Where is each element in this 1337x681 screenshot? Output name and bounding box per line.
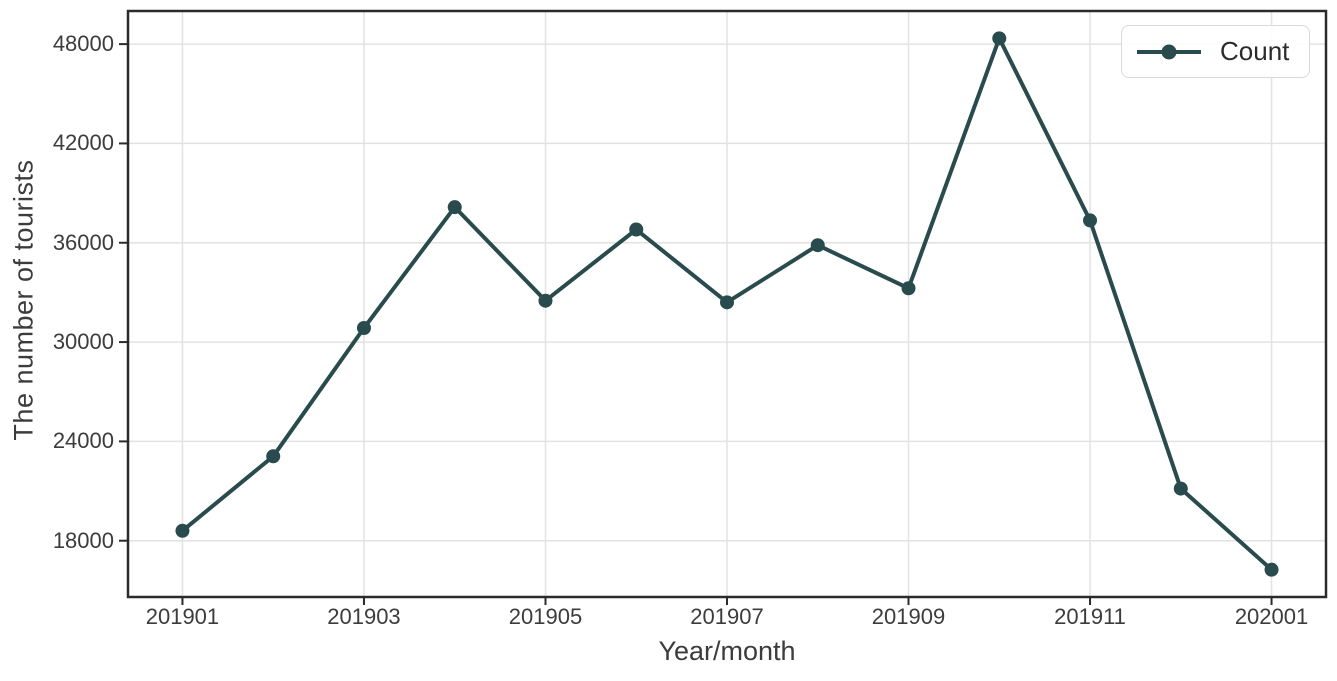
- y-tick-label: 42000: [52, 130, 114, 156]
- legend-line-marker-icon: [1137, 44, 1201, 59]
- data-point-marker: [1173, 481, 1188, 496]
- x-axis-title: Year/month: [658, 636, 796, 666]
- x-tick-label: 201909: [871, 604, 946, 629]
- y-tick-label: 30000: [52, 329, 114, 355]
- data-point-marker: [810, 238, 825, 253]
- data-point-marker: [356, 321, 371, 336]
- data-point-marker: [447, 200, 462, 215]
- data-point-marker: [1264, 562, 1279, 577]
- x-tick-label: 202001: [1234, 604, 1309, 629]
- plot-border: [126, 9, 1328, 599]
- data-point-marker: [901, 281, 916, 296]
- x-tick-label: 201905: [508, 604, 583, 629]
- data-point-marker: [1083, 213, 1098, 228]
- data-point-marker: [629, 222, 644, 237]
- data-point-marker: [720, 295, 734, 310]
- legend: Count: [1121, 25, 1310, 78]
- y-axis-title: The number of tourists: [8, 159, 39, 441]
- data-point-marker: [538, 293, 553, 308]
- y-tick-label: 48000: [52, 31, 114, 57]
- x-tick-label: 201901: [145, 604, 220, 629]
- legend-label: Count: [1220, 36, 1290, 66]
- x-tick-label: 201903: [327, 604, 401, 629]
- y-tick-label: 36000: [52, 229, 114, 255]
- data-point-marker: [266, 449, 281, 464]
- data-point-marker: [175, 523, 190, 538]
- data-point-marker: [992, 31, 1007, 46]
- y-tick-label: 18000: [52, 527, 114, 553]
- x-tick-label: 201911: [1054, 604, 1126, 629]
- y-tick-label: 24000: [52, 428, 114, 454]
- x-tick-label: 201907: [690, 604, 764, 629]
